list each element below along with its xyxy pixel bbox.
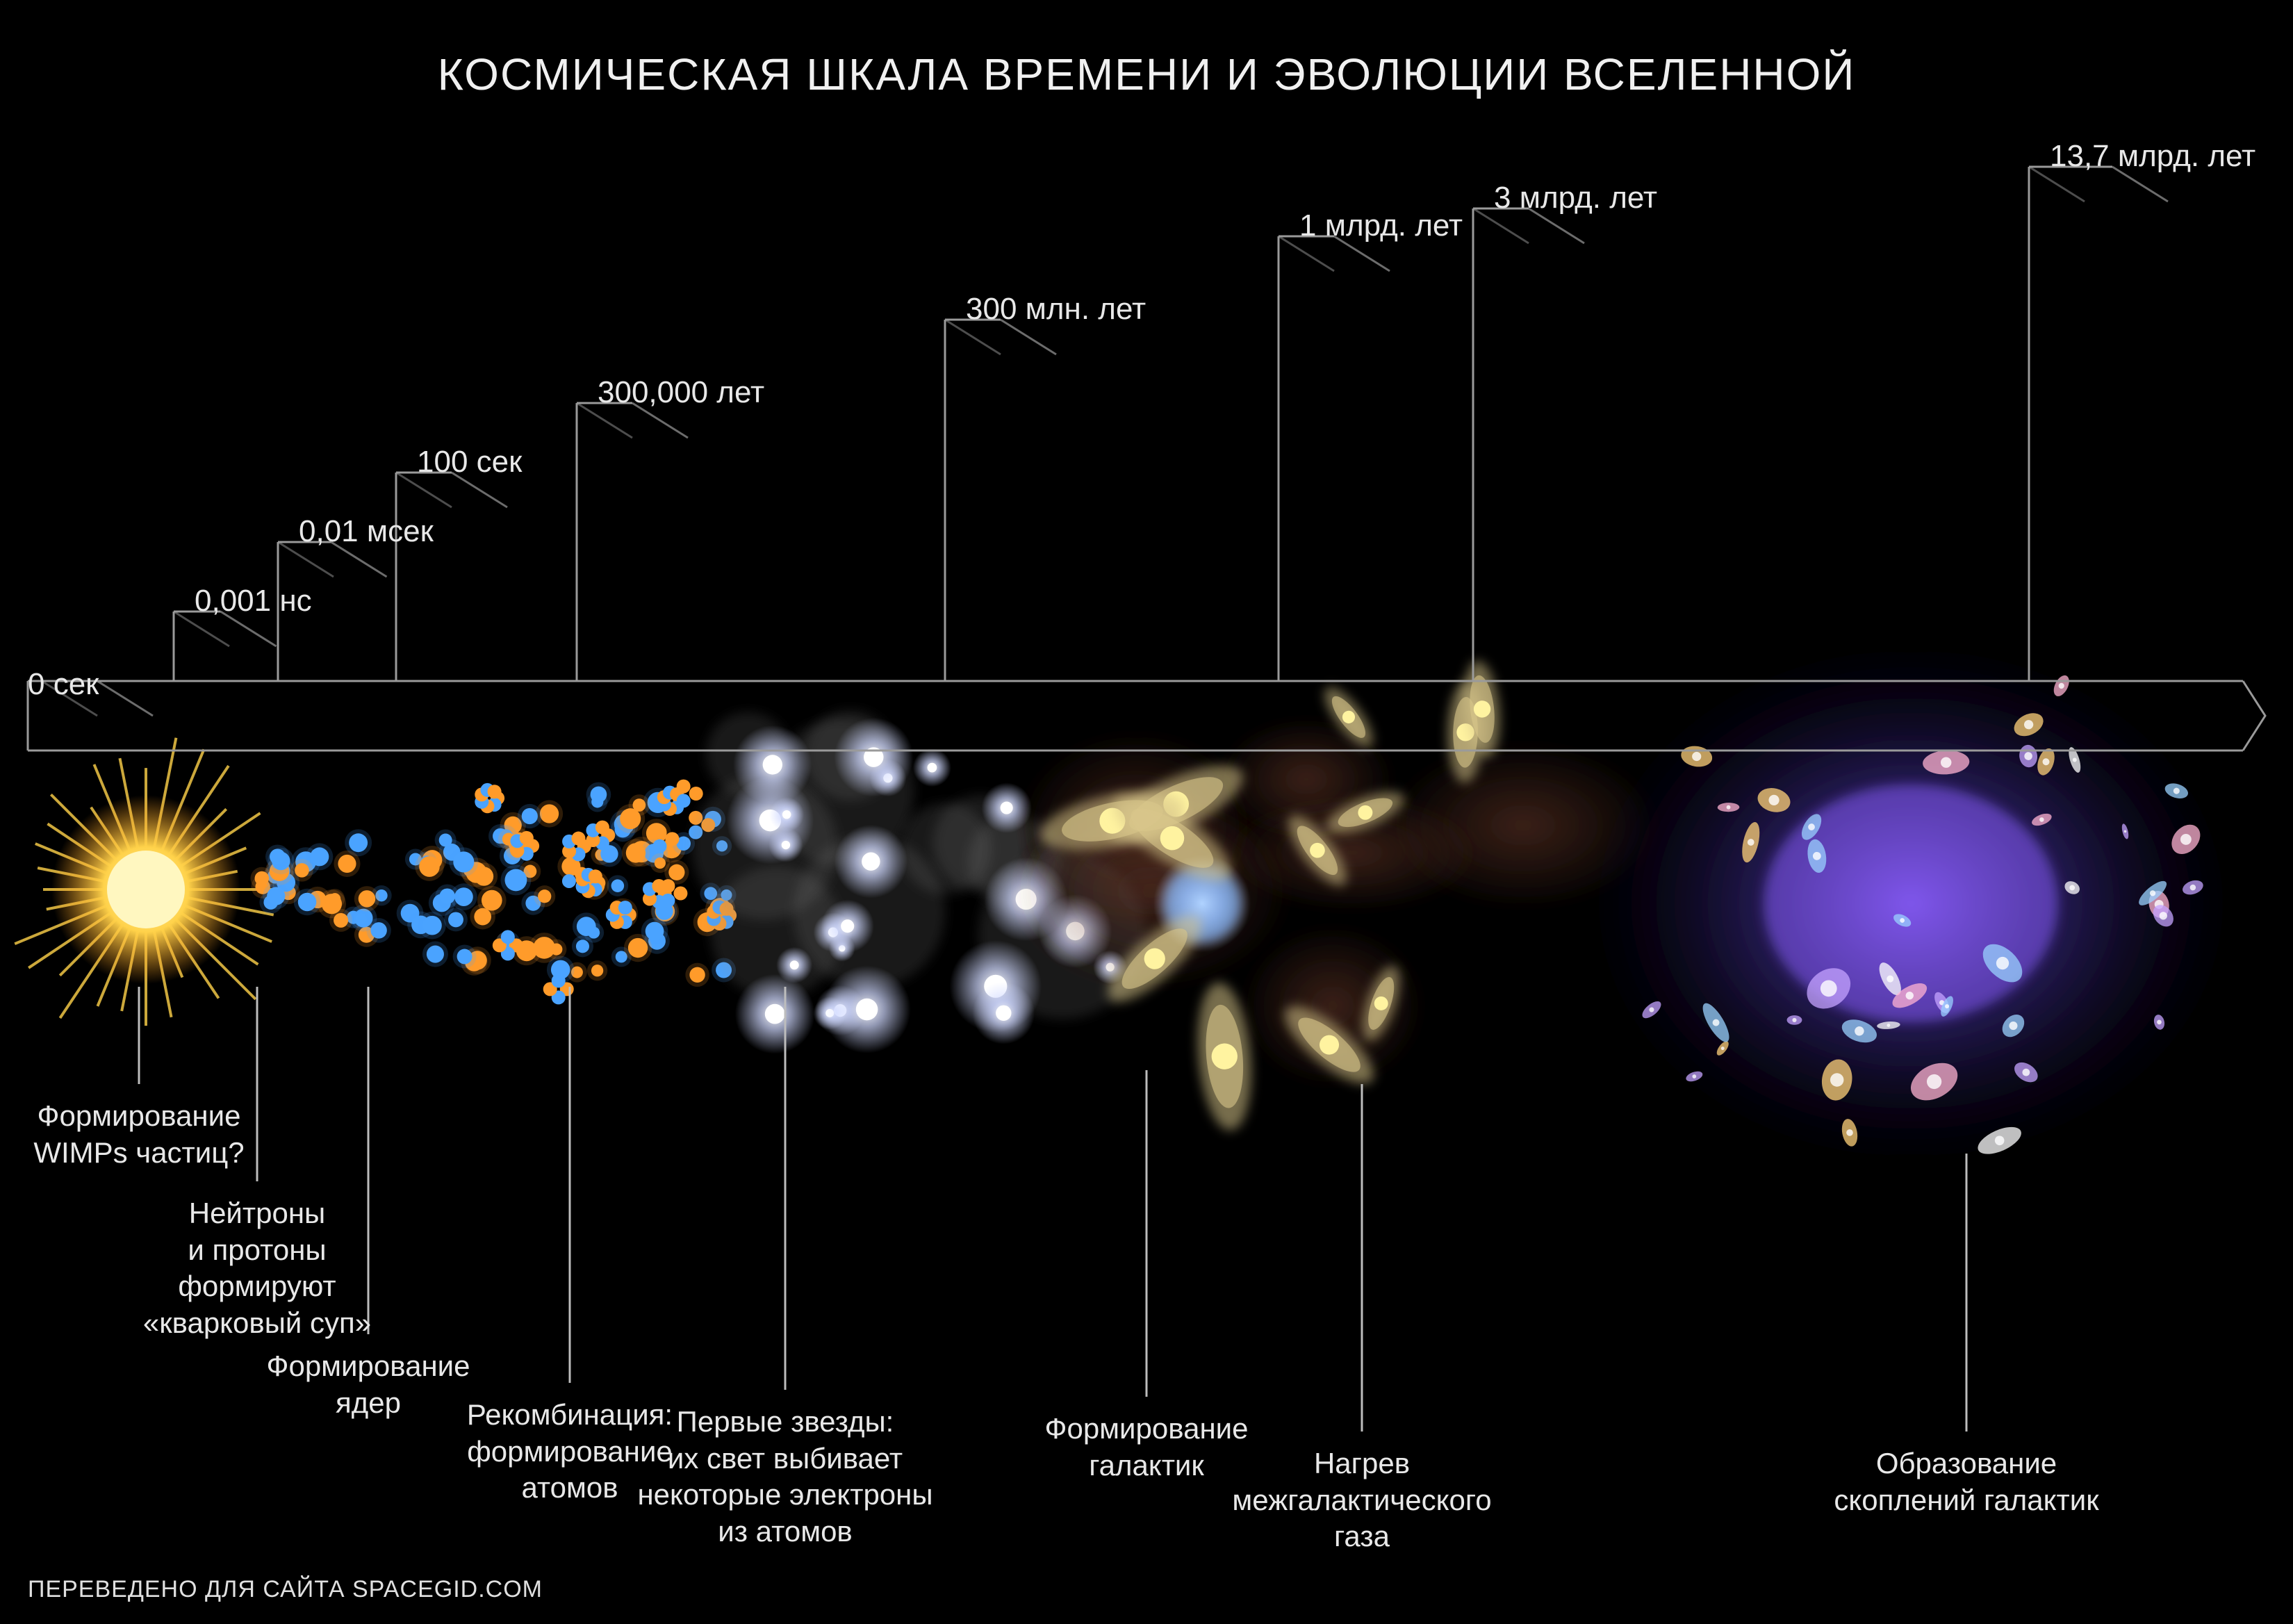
time-tick-2: 0,01 мсек [299,514,434,549]
cosmic-timeline-diagram: КОСМИЧЕСКАЯ ШКАЛА ВРЕМЕНИ И ЭВОЛЮЦИИ ВСЕ… [0,0,2293,1624]
time-tick-3: 100 сек [417,445,522,479]
page-title: КОСМИЧЕСКАЯ ШКАЛА ВРЕМЕНИ И ЭВОЛЮЦИИ ВСЕ… [0,49,2293,100]
time-tick-5: 300 млн. лет [966,292,1146,327]
event-label-1: Нейтроныи протоныформируют«кварковый суп… [143,1195,371,1341]
time-tick-4: 300,000 лет [598,375,764,410]
time-tick-6: 1 млрд. лет [1299,208,1463,243]
event-label-4: Первые звезды:их свет выбиваетнекоторые … [637,1404,932,1550]
time-tick-8: 13,7 млрд. лет [2050,139,2255,174]
time-tick-7: 3 млрд. лет [1494,181,1657,215]
event-label-2: Формированиеядер [267,1348,470,1421]
time-tick-1: 0,001 нс [195,584,312,618]
time-tick-0: 0 сек [28,667,99,702]
event-label-0: ФормированиеWIMPs частиц? [33,1098,244,1171]
event-label-6: Нагревмежгалактическогогаза [1232,1445,1491,1555]
event-label-7: Образованиескоплений галактик [1834,1445,2098,1518]
event-label-5: Формированиегалактик [1045,1411,1249,1484]
credit-line: ПЕРЕВЕДЕНО ДЛЯ САЙТА SPACEGID.COM [28,1576,543,1603]
